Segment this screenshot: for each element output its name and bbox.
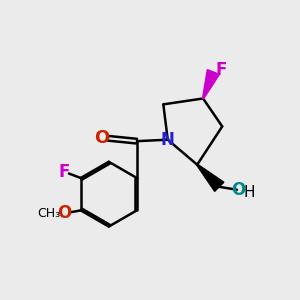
Text: O: O [231, 181, 245, 199]
Text: CH₃: CH₃ [37, 207, 60, 220]
Text: O: O [94, 129, 110, 147]
Text: F: F [59, 163, 70, 181]
Text: H: H [244, 184, 255, 200]
Text: N: N [161, 131, 175, 149]
Polygon shape [197, 164, 224, 191]
Text: F: F [215, 61, 226, 79]
Polygon shape [202, 70, 219, 99]
Text: O: O [57, 204, 72, 222]
